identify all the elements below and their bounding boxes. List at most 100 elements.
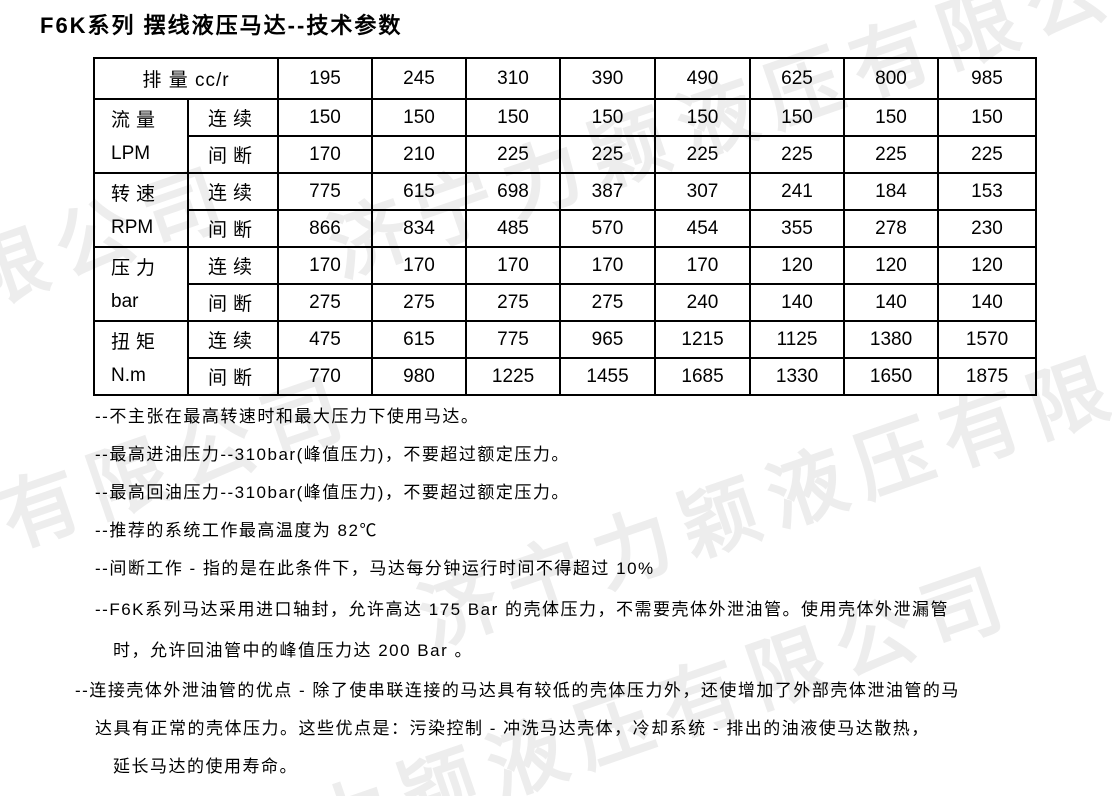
spec-value: 150 xyxy=(843,98,940,137)
spec-row: 流量 LPM 连续 150 150 150 150 150 150 150 150 xyxy=(93,98,1038,174)
note-line: --F6K系列马达采用进口轴封，允许高达 175 Bar 的壳体压力，不需要壳体… xyxy=(95,600,949,619)
spec-value: 241 xyxy=(749,172,846,211)
page-title: F6K系列 摆线液压马达--技术参数 xyxy=(40,13,403,38)
spec-row: 转速 RPM 连续 775 615 698 387 307 241 184 153 xyxy=(93,172,1038,248)
category-inner: 流量 LPM xyxy=(95,100,187,172)
spec-value: 965 xyxy=(559,320,657,359)
spec-row: 间断 866 834 485 570 454 355 278 230 xyxy=(94,209,1038,248)
spec-value: 615 xyxy=(371,320,468,359)
spec-value: 570 xyxy=(559,209,657,248)
spec-value: 150 xyxy=(371,98,468,137)
spec-value: 225 xyxy=(843,135,940,174)
spec-value: 980 xyxy=(371,357,468,396)
category-cell: 压力 bar xyxy=(93,246,189,322)
spec-value: 120 xyxy=(843,246,940,285)
spec-value: 475 xyxy=(277,320,374,359)
spec-value: 225 xyxy=(749,135,846,174)
mode-label: 间断 xyxy=(186,209,280,248)
note-line: --推荐的系统工作最高温度为 82℃ xyxy=(95,521,378,540)
mode-label: 连续 xyxy=(186,320,280,359)
mode-label: 间断 xyxy=(186,357,280,396)
spec-value: 230 xyxy=(937,209,1038,248)
category-name: 流量 xyxy=(111,109,162,131)
displacement-header-row: 排 量 cc/r 195 245 310 390 490 625 800 985 xyxy=(92,57,1038,100)
spec-value: 615 xyxy=(371,172,468,211)
spec-value: 275 xyxy=(277,283,374,322)
mode-label: 连续 xyxy=(186,246,280,285)
spec-value: 1455 xyxy=(559,357,657,396)
spec-value: 170 xyxy=(465,246,562,285)
spec-row: 间断 770 980 1225 1455 1685 1330 1650 1875 xyxy=(94,357,1038,396)
category-cell: 流量 LPM xyxy=(93,98,189,174)
spec-value: 775 xyxy=(465,320,562,359)
spec-value: 1225 xyxy=(465,357,562,396)
note-line: --间断工作 - 指的是在此条件下，马达每分钟运行时间不得超过 10% xyxy=(95,559,655,578)
spec-value: 485 xyxy=(465,209,562,248)
spec-value: 210 xyxy=(371,135,468,174)
spec-value: 307 xyxy=(654,172,752,211)
spec-value: 225 xyxy=(559,135,657,174)
note-line: 达具有正常的壳体压力。这些优点是：污染控制 - 冲洗马达壳体，冷却系统 - 排出… xyxy=(95,719,930,738)
spec-value: 775 xyxy=(277,172,374,211)
spec-value: 170 xyxy=(277,246,374,285)
spec-row: 间断 170 210 225 225 225 225 225 225 xyxy=(94,135,1038,174)
spec-value: 278 xyxy=(843,209,940,248)
category-inner: 压力 bar xyxy=(95,248,187,320)
spec-value: 834 xyxy=(371,209,468,248)
spec-table: 排 量 cc/r 195 245 310 390 490 625 800 985 流量 LPM 连… xyxy=(92,57,1038,396)
displacement-header-label: 排 量 cc/r xyxy=(92,57,280,100)
category-inner: 转速 RPM xyxy=(95,174,187,246)
notes-section: --不主张在最高转速时和最大压力下使用马达。 --最高进油压力--310bar(峰… xyxy=(0,398,1112,786)
mode-label: 间断 xyxy=(186,135,280,174)
spec-value: 454 xyxy=(654,209,752,248)
spec-value: 1380 xyxy=(843,320,940,359)
spec-value: 1215 xyxy=(654,320,752,359)
displacement-value: 245 xyxy=(371,57,468,100)
spec-value: 140 xyxy=(937,283,1038,322)
spec-row: 间断 275 275 275 275 240 140 140 140 xyxy=(94,283,1038,322)
spec-value: 866 xyxy=(277,209,374,248)
spec-value: 184 xyxy=(843,172,940,211)
note-line: --最高进油压力--310bar(峰值压力)，不要超过额定压力。 xyxy=(95,445,570,464)
spec-value: 225 xyxy=(654,135,752,174)
spec-value: 275 xyxy=(559,283,657,322)
spec-table-body: 排 量 cc/r 195 245 310 390 490 625 800 985 流量 LPM 连… xyxy=(92,57,1038,396)
spec-value: 150 xyxy=(277,98,374,137)
displacement-value: 390 xyxy=(559,57,657,100)
spec-value: 225 xyxy=(937,135,1038,174)
mode-label: 连续 xyxy=(186,172,280,211)
spec-value: 150 xyxy=(559,98,657,137)
category-unit: LPM xyxy=(111,143,151,164)
spec-value: 275 xyxy=(371,283,468,322)
spec-value: 170 xyxy=(371,246,468,285)
spec-value: 275 xyxy=(465,283,562,322)
category-unit: N.m xyxy=(111,365,146,386)
spec-value: 1875 xyxy=(937,357,1038,396)
spec-value: 150 xyxy=(937,98,1038,137)
note-line: --不主张在最高转速时和最大压力下使用马达。 xyxy=(95,407,480,426)
mode-label: 连续 xyxy=(186,98,280,137)
spec-value: 140 xyxy=(843,283,940,322)
spec-value: 150 xyxy=(749,98,846,137)
category-name: 转速 xyxy=(111,183,162,205)
category-name: 压力 xyxy=(111,257,162,279)
spec-value: 1125 xyxy=(749,320,846,359)
displacement-value: 490 xyxy=(654,57,752,100)
displacement-value: 800 xyxy=(843,57,940,100)
category-name: 扭矩 xyxy=(111,331,162,353)
spec-value: 770 xyxy=(277,357,374,396)
spec-value: 240 xyxy=(654,283,752,322)
displacement-value: 625 xyxy=(749,57,846,100)
spec-row: 扭矩 N.m 连续 475 615 775 965 1215 1125 1380 1570 xyxy=(93,320,1038,396)
spec-value: 225 xyxy=(465,135,562,174)
spec-value: 140 xyxy=(749,283,846,322)
category-unit: bar xyxy=(111,291,139,312)
spec-value: 120 xyxy=(937,246,1038,285)
category-cell: 转速 RPM xyxy=(93,172,189,248)
category-inner: 扭矩 N.m xyxy=(95,322,187,394)
category-unit: RPM xyxy=(111,217,154,238)
note-line: 延长马达的使用寿命。 xyxy=(113,757,298,776)
category-cell: 扭矩 N.m xyxy=(93,320,189,396)
mode-label: 间断 xyxy=(186,283,280,322)
